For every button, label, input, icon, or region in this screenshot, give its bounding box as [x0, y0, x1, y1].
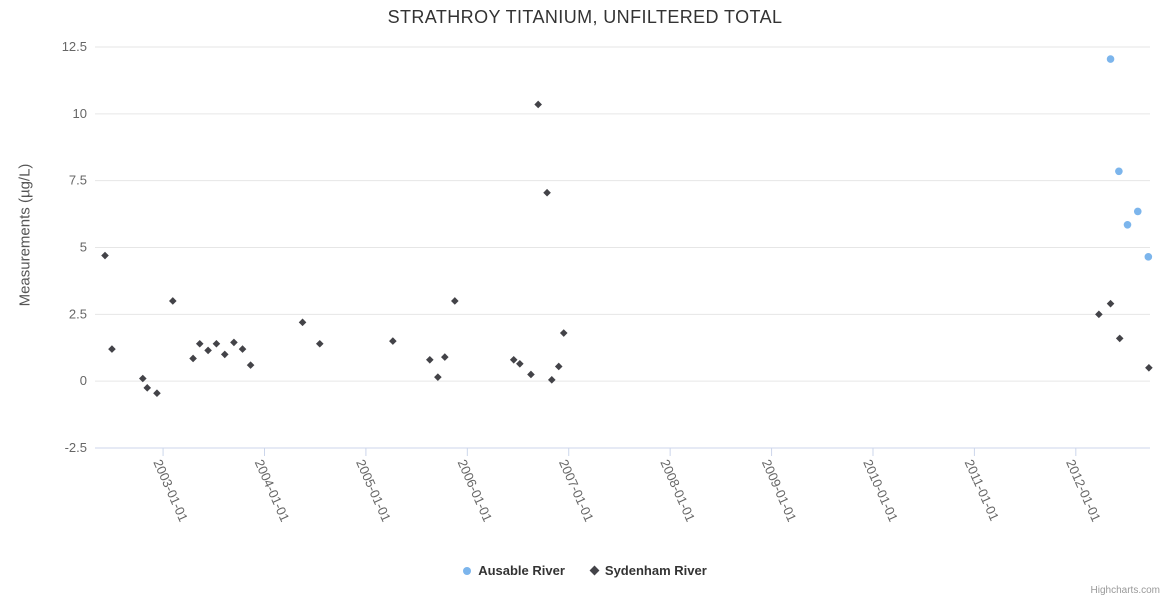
data-point-sydenham-river[interactable]	[138, 374, 147, 383]
data-point-sydenham-river[interactable]	[534, 100, 542, 109]
y-axis-label: 7.5	[69, 173, 87, 188]
data-point-sydenham-river[interactable]	[1095, 310, 1103, 319]
data-point-sydenham-river[interactable]	[189, 354, 197, 363]
data-point-sydenham-river[interactable]	[230, 338, 238, 347]
data-point-sydenham-river[interactable]	[101, 251, 109, 260]
x-axis-label: 2006-01-01	[455, 457, 496, 524]
data-point-sydenham-river[interactable]	[143, 384, 152, 392]
data-point-sydenham-river[interactable]	[315, 339, 324, 348]
y-axis-label: 10	[73, 106, 87, 121]
x-axis-label: 2005-01-01	[353, 457, 394, 524]
legend-label-sydenham-river: Sydenham River	[604, 563, 707, 578]
data-point-sydenham-river[interactable]	[554, 362, 563, 371]
data-point-sydenham-river[interactable]	[108, 345, 116, 353]
data-point-sydenham-river[interactable]	[204, 346, 212, 355]
data-point-sydenham-river[interactable]	[1145, 364, 1153, 372]
legend-label-ausable-river: Ausable River	[478, 563, 565, 578]
data-point-sydenham-river[interactable]	[168, 297, 177, 305]
highcharts-credit[interactable]: Highcharts.com	[1090, 585, 1160, 596]
data-point-sydenham-river[interactable]	[153, 389, 161, 397]
x-axis-label: 2004-01-01	[252, 457, 293, 524]
data-point-sydenham-river[interactable]	[195, 339, 204, 348]
data-point-sydenham-river[interactable]	[220, 350, 229, 359]
data-point-sydenham-river[interactable]	[509, 355, 518, 364]
legend: Ausable River Sydenham River	[0, 563, 1170, 578]
data-point-sydenham-river[interactable]	[516, 359, 524, 368]
data-point-sydenham-river[interactable]	[434, 373, 442, 381]
data-point-sydenham-river[interactable]	[298, 318, 307, 327]
y-axis-label: 12.5	[62, 39, 87, 54]
y-axis-label: 0	[80, 373, 87, 388]
legend-item-sydenham-river[interactable]: Sydenham River	[589, 563, 707, 578]
legend-item-ausable-river[interactable]: Ausable River	[463, 563, 565, 578]
data-point-sydenham-river[interactable]	[238, 345, 247, 353]
chart-title: STRATHROY TITANIUM, UNFILTERED TOTAL	[387, 7, 783, 27]
data-point-sydenham-river[interactable]	[527, 370, 535, 379]
data-point-sydenham-river[interactable]	[451, 297, 459, 305]
data-point-sydenham-river[interactable]	[426, 355, 434, 364]
diamond-marker-icon	[589, 565, 600, 576]
data-point-sydenham-river[interactable]	[543, 188, 551, 197]
data-point-ausable-river[interactable]	[1115, 167, 1123, 176]
data-point-sydenham-river[interactable]	[559, 329, 568, 337]
y-axis-label: -2.5	[65, 440, 87, 455]
data-point-ausable-river[interactable]	[1133, 207, 1142, 216]
y-axis-label: 5	[80, 240, 87, 255]
data-point-sydenham-river[interactable]	[389, 337, 397, 345]
data-point-sydenham-river[interactable]	[1115, 334, 1124, 343]
data-point-sydenham-river[interactable]	[547, 376, 556, 384]
x-axis-label: 2007-01-01	[556, 457, 597, 524]
data-point-ausable-river[interactable]	[1106, 55, 1115, 63]
x-axis-label: 2003-01-01	[150, 457, 191, 524]
y-axis-label: 2.5	[69, 306, 87, 321]
x-axis-label: 2011-01-01	[962, 457, 1002, 523]
data-point-sydenham-river[interactable]	[212, 339, 221, 348]
x-axis-label: 2008-01-01	[657, 457, 698, 524]
x-axis-label: 2009-01-01	[759, 457, 800, 524]
x-axis-label: 2012-01-01	[1063, 457, 1104, 524]
data-point-sydenham-river[interactable]	[246, 361, 255, 369]
data-point-ausable-river[interactable]	[1144, 253, 1153, 261]
data-point-sydenham-river[interactable]	[1106, 299, 1115, 308]
data-point-sydenham-river[interactable]	[441, 353, 449, 361]
x-axis-label: 2010-01-01	[860, 457, 901, 524]
circle-marker-icon	[463, 566, 472, 575]
data-point-ausable-river[interactable]	[1123, 220, 1132, 229]
